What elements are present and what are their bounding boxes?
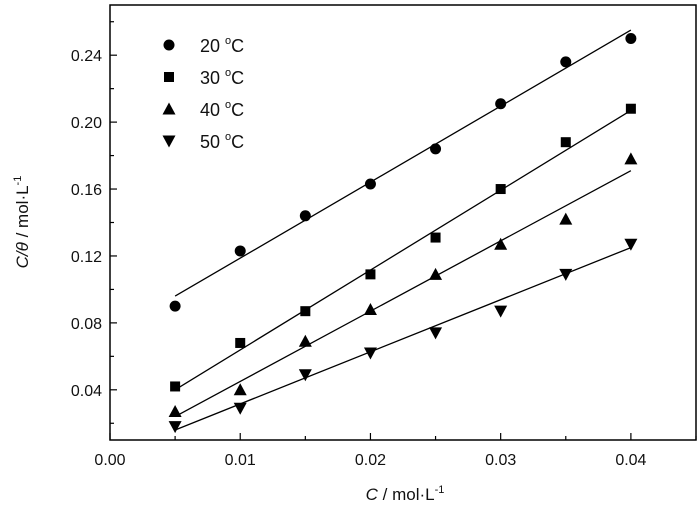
data-point	[170, 381, 181, 392]
y-axis-title: C/θ / mol·L-1	[12, 176, 32, 269]
data-point	[299, 210, 311, 222]
y-tick-label: 0.12	[71, 249, 102, 266]
legend-marker	[162, 102, 176, 115]
data-point	[234, 245, 246, 257]
legend-label: 20 oC	[200, 35, 244, 56]
data-point	[169, 300, 181, 312]
x-tick-label: 0.04	[615, 452, 646, 469]
data-point	[168, 405, 182, 418]
data-point	[494, 237, 508, 250]
data-point	[625, 32, 637, 44]
fit-line	[174, 170, 632, 418]
data-point	[168, 421, 182, 434]
y-tick-label: 0.24	[71, 48, 102, 65]
x-tick-label: 0.01	[225, 452, 256, 469]
x-tick-label: 0.02	[355, 452, 386, 469]
data-point	[624, 238, 638, 251]
y-tick-label: 0.08	[71, 316, 102, 333]
data-point	[560, 137, 571, 148]
data-point	[363, 303, 377, 315]
data-point	[364, 178, 376, 190]
series-3	[168, 152, 638, 418]
data-point	[235, 337, 246, 348]
data-point	[429, 327, 443, 340]
data-point	[559, 212, 573, 225]
plot-frame	[109, 4, 697, 441]
legend-marker	[162, 135, 176, 148]
legend-marker	[164, 72, 174, 82]
y-tick-label: 0.20	[71, 115, 102, 132]
data-point	[363, 347, 377, 360]
data-point	[495, 98, 507, 110]
x-tick-label: 0.03	[485, 452, 516, 469]
data-point	[300, 306, 311, 317]
legend-label: 50 oC	[200, 131, 244, 152]
y-tick-label: 0.04	[71, 383, 102, 400]
data-point	[625, 103, 636, 114]
data-point	[494, 305, 508, 318]
fit-line	[174, 29, 632, 297]
fit-line	[174, 246, 632, 431]
data-point	[560, 56, 572, 68]
data-point	[430, 232, 441, 243]
data-point	[233, 383, 247, 396]
data-point	[298, 369, 312, 382]
fit-line	[174, 109, 632, 391]
data-point	[624, 152, 638, 165]
y-tick-label: 0.16	[71, 182, 102, 199]
series-2	[170, 103, 636, 392]
data-point	[430, 143, 442, 155]
x-axis-title: C / mol·L-1	[366, 484, 445, 504]
legend-label: 40 oC	[200, 99, 244, 120]
legend-label: 30 oC	[200, 67, 244, 88]
series-4	[168, 238, 638, 434]
series-1	[169, 29, 637, 312]
data-point	[365, 269, 376, 280]
legend-marker	[163, 39, 175, 51]
x-tick-label: 0.00	[94, 452, 125, 469]
data-point	[559, 268, 573, 281]
data-point	[495, 184, 506, 195]
data-point	[429, 267, 443, 280]
data-point	[298, 334, 312, 347]
data-point	[233, 402, 247, 415]
